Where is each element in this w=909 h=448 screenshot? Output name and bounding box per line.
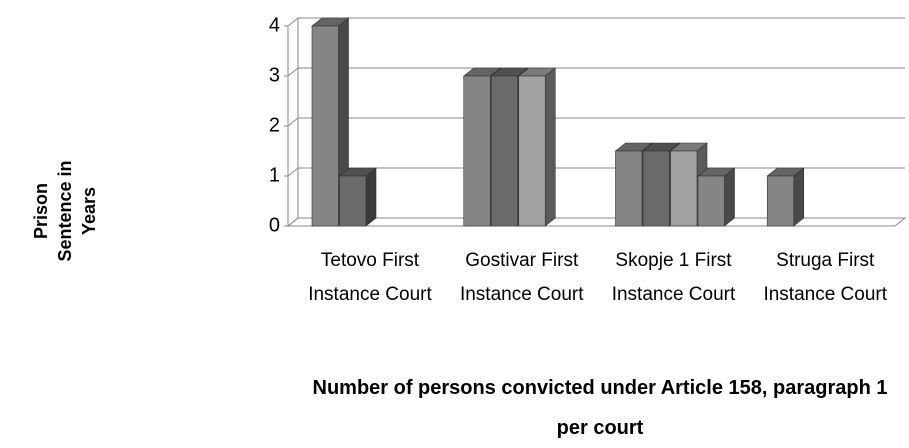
y-tick-label: 4 bbox=[269, 14, 280, 36]
bar-side bbox=[793, 167, 805, 227]
bar bbox=[615, 150, 643, 227]
y-tick-label: 0 bbox=[269, 214, 280, 236]
x-tick-label: Struga First Instance Court bbox=[763, 250, 888, 305]
grid-line bbox=[287, 117, 299, 127]
bar bbox=[518, 75, 546, 227]
bar-side bbox=[724, 167, 735, 227]
y-tick-label: 1 bbox=[269, 164, 280, 186]
x-tick-label: Tetovo First Instance Court bbox=[308, 250, 432, 305]
x-tick-label: Skopje 1 First Instance Court bbox=[611, 250, 736, 305]
bar bbox=[670, 150, 698, 227]
plot: 0 1 2 3 4 bbox=[269, 14, 907, 236]
chart: 0 1 2 3 4 Prison Sentence in Years Number of… bbox=[31, 14, 907, 439]
bar bbox=[311, 25, 339, 227]
grid-line bbox=[287, 67, 299, 77]
grid-line bbox=[287, 167, 299, 177]
bar bbox=[766, 175, 795, 227]
x-tick-label: Gostivar First Instance Court bbox=[459, 250, 584, 305]
y-axis-title: Prison Sentence in Years bbox=[31, 160, 99, 262]
grid-line bbox=[287, 17, 299, 27]
floor bbox=[286, 217, 907, 227]
bar bbox=[339, 175, 367, 227]
x-axis-title: Number of persons convicted under Articl… bbox=[312, 377, 888, 439]
bar-side bbox=[544, 67, 556, 227]
y-tick-label: 3 bbox=[269, 64, 280, 86]
bar-side bbox=[365, 167, 377, 227]
y-tick-label: 2 bbox=[269, 114, 280, 136]
bar bbox=[490, 75, 519, 227]
bar bbox=[463, 75, 491, 227]
bar bbox=[697, 175, 725, 227]
bar bbox=[642, 150, 670, 227]
